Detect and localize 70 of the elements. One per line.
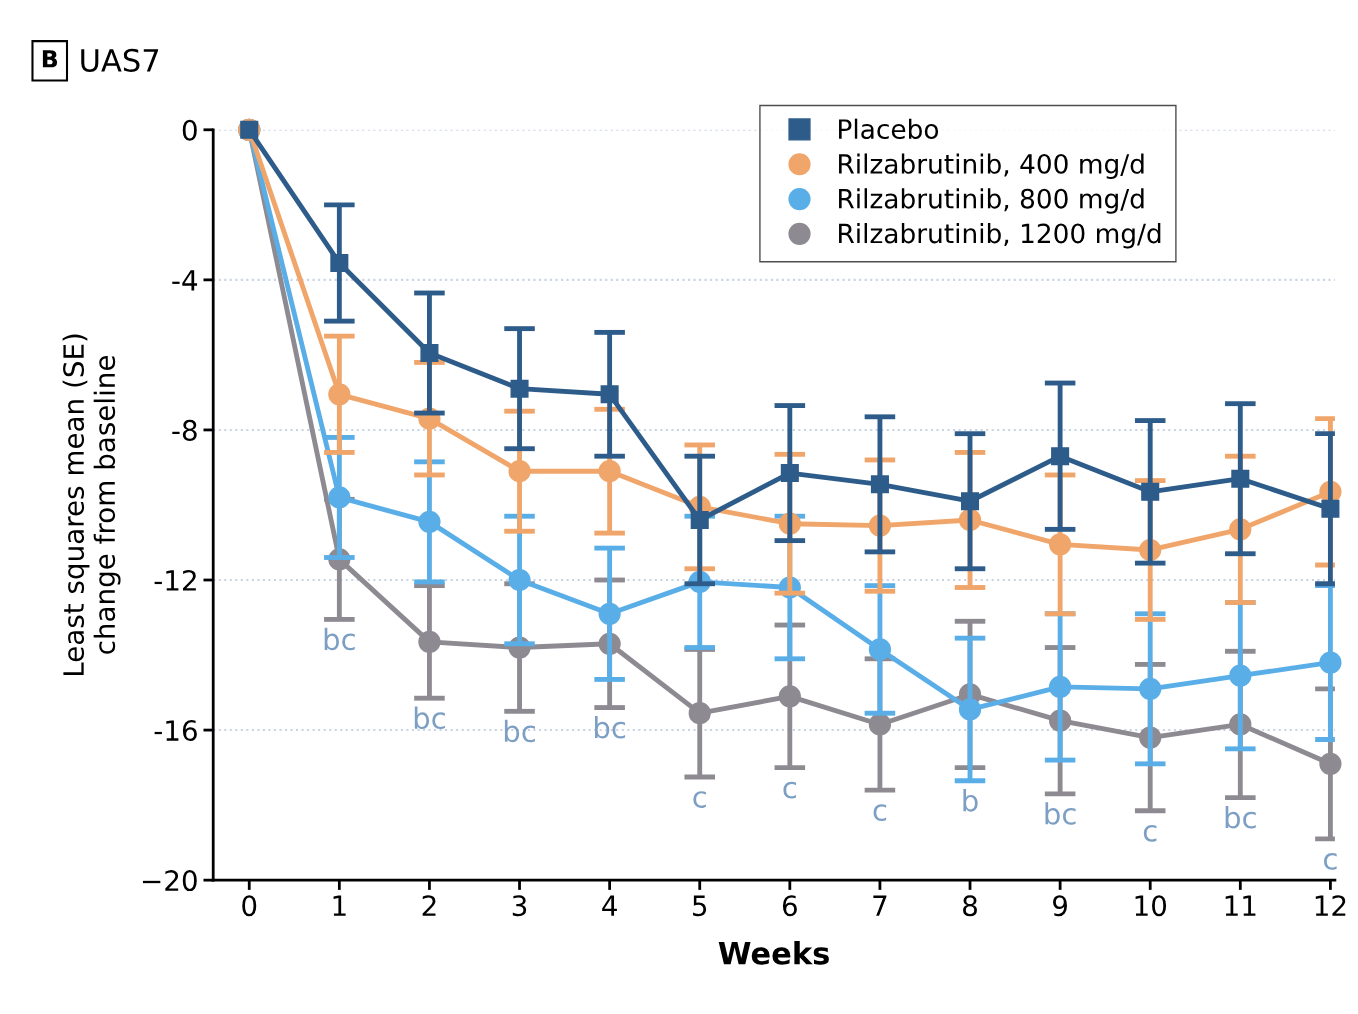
point [328, 486, 351, 509]
point [598, 460, 621, 483]
legend-label: Rilzabrutinib, 400 mg/d [839, 153, 1144, 179]
legend-label: Rilzabrutinib, 1200 mg/d [839, 222, 1161, 249]
point [1229, 664, 1252, 687]
point [1049, 675, 1072, 699]
legend-label: Placebo [839, 118, 939, 140]
point [508, 460, 531, 483]
point [868, 638, 892, 661]
point [870, 475, 889, 494]
point [1319, 752, 1342, 775]
x-axis-title: Weeks [718, 941, 829, 965]
point [420, 343, 439, 363]
y-tick-label: 0 [182, 119, 197, 141]
x-tick-label: 4 [602, 895, 617, 916]
point [960, 492, 980, 511]
point [1141, 482, 1160, 501]
point [330, 253, 349, 273]
annotation: bc [1225, 805, 1256, 829]
x-tick-label: 2 [422, 895, 436, 916]
annotation: b [963, 789, 978, 812]
y-tick-label: -12 [154, 569, 196, 591]
y-axis-title: Least squares mean (SE) change from baseline [62, 334, 121, 676]
annotation: c [1143, 824, 1157, 842]
point [868, 713, 892, 736]
point [1321, 499, 1340, 518]
point [1139, 677, 1162, 700]
point [778, 685, 801, 708]
x-tick-label: 6 [782, 895, 797, 917]
x-tick-label: 5 [693, 895, 707, 917]
point [508, 568, 531, 592]
x-tick-label: 12 [1315, 895, 1346, 916]
point [1051, 447, 1070, 466]
annotation: bc [504, 719, 535, 743]
annotation: c [1324, 853, 1337, 870]
x-tick-label: 8 [963, 895, 977, 917]
point [780, 464, 799, 483]
annotation: c [873, 804, 887, 822]
annotation: c [693, 791, 706, 808]
point [688, 702, 711, 725]
annotation: c [783, 781, 797, 799]
point [418, 630, 441, 654]
point [690, 510, 709, 530]
annotation: bc [414, 706, 445, 730]
text: B [42, 50, 58, 68]
x-tick-label: 7 [873, 895, 887, 916]
chart-title: UAS7 [81, 48, 159, 72]
point [598, 602, 621, 625]
x-tick-label: 1 [333, 895, 346, 916]
annotation: bc [324, 627, 355, 651]
y-tick-label: −20 [142, 870, 197, 892]
point [600, 385, 619, 404]
point [1319, 651, 1342, 674]
point [328, 383, 351, 406]
x-tick-label: 0 [242, 895, 257, 917]
point [510, 379, 529, 398]
y-tick-label: -8 [172, 419, 197, 441]
y-tick-label: -4 [172, 270, 198, 291]
x-tick-label: 9 [1053, 895, 1067, 917]
annotation: bc [595, 715, 626, 739]
point [418, 510, 441, 533]
point [1049, 533, 1072, 556]
x-tick-label: 11 [1225, 895, 1256, 916]
point [1231, 469, 1250, 488]
point [958, 698, 982, 721]
annotation: bc [1045, 802, 1076, 825]
x-tick-label: 10 [1135, 895, 1167, 917]
legend-label: Rilzabrutinib, 800 mg/d [839, 188, 1144, 214]
y-tick-label: -16 [154, 720, 197, 742]
x-tick-label: 3 [512, 895, 527, 917]
